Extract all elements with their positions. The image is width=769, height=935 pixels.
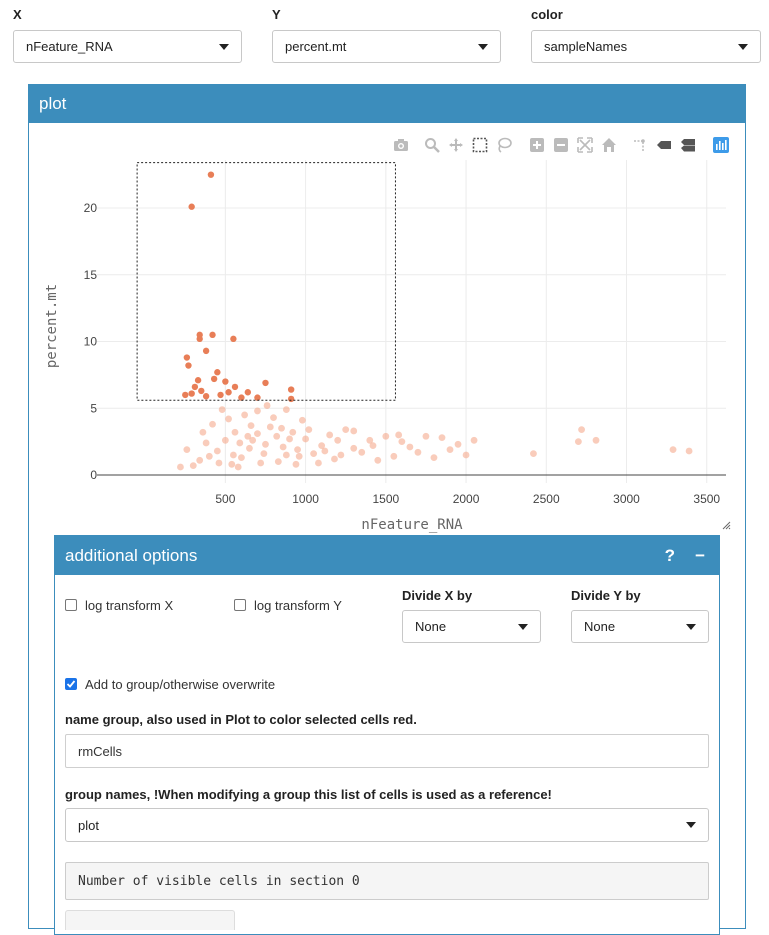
help-button[interactable]: ? [664,545,676,565]
visible-cells-output: Number of visible cells in section 0 [65,862,709,900]
name-group-value: rmCells [78,743,123,759]
name-group-input[interactable]: rmCells [65,734,709,768]
visible-cells-text: Number of visible cells in section 0 [78,873,360,889]
resize-handle-icon[interactable] [721,520,731,530]
hover-compare-icon[interactable] [680,137,696,153]
group-names-select[interactable]: plot [65,808,709,842]
group-names-value: plot [78,817,99,833]
add-to-group-label: Add to group/otherwise overwrite [85,677,276,692]
color-select[interactable]: sampleNames [531,30,761,63]
spike-lines-icon[interactable] [632,137,648,153]
x-selector-label: X [13,7,22,22]
group-names-label: group names, !When modifying a group thi… [65,787,552,802]
divide-x-value: None [415,619,447,634]
collapse-button[interactable]: − [695,545,705,565]
name-group-label: name group, also used in Plot to color s… [65,712,417,727]
log-transform-y-label: log transform Y [254,598,342,613]
log-transform-x-label: log transform X [85,598,174,613]
next-output-box [65,910,235,930]
pan-icon[interactable] [448,137,464,153]
chevron-down-icon [219,43,229,50]
color-selector-label: color [531,7,563,22]
chevron-down-icon [478,43,488,50]
plot-box-header: plot [29,85,745,123]
x-select[interactable]: nFeature_RNA [13,30,242,63]
y-select-value: percent.mt [285,39,347,54]
x-select-value: nFeature_RNA [26,39,113,54]
color-select-value: sampleNames [544,39,628,54]
divide-x-select[interactable]: None [402,610,541,643]
log-transform-x-checkbox[interactable] [65,599,77,611]
box-select-icon[interactable] [472,137,488,153]
additional-options-title: additional options [65,545,198,565]
zoom-icon[interactable] [424,137,440,153]
chevron-down-icon [686,623,696,630]
divide-y-value: None [584,619,616,634]
lasso-select-icon[interactable] [496,137,512,153]
zoom-in-icon[interactable] [529,137,545,153]
check-icon [66,680,76,688]
plot-box-title: plot [39,94,67,113]
divide-y-label: Divide Y by [571,588,641,603]
log-transform-y-checkbox[interactable] [234,599,246,611]
hover-closest-icon[interactable] [656,137,672,153]
chevron-down-icon [518,623,528,630]
camera-icon[interactable] [393,137,409,153]
divide-x-label: Divide X by [402,588,473,603]
y-select[interactable]: percent.mt [272,30,501,63]
chevron-down-icon [738,43,748,50]
chevron-down-icon [686,822,696,828]
y-selector-label: Y [272,7,281,22]
add-to-group-checkbox[interactable] [65,678,77,690]
plotly-logo-icon[interactable] [713,137,729,153]
reset-axes-icon[interactable] [601,137,617,153]
additional-options-header: additional options ? − [55,536,719,575]
autoscale-icon[interactable] [577,137,593,153]
zoom-out-icon[interactable] [553,137,569,153]
divide-y-select[interactable]: None [571,610,709,643]
